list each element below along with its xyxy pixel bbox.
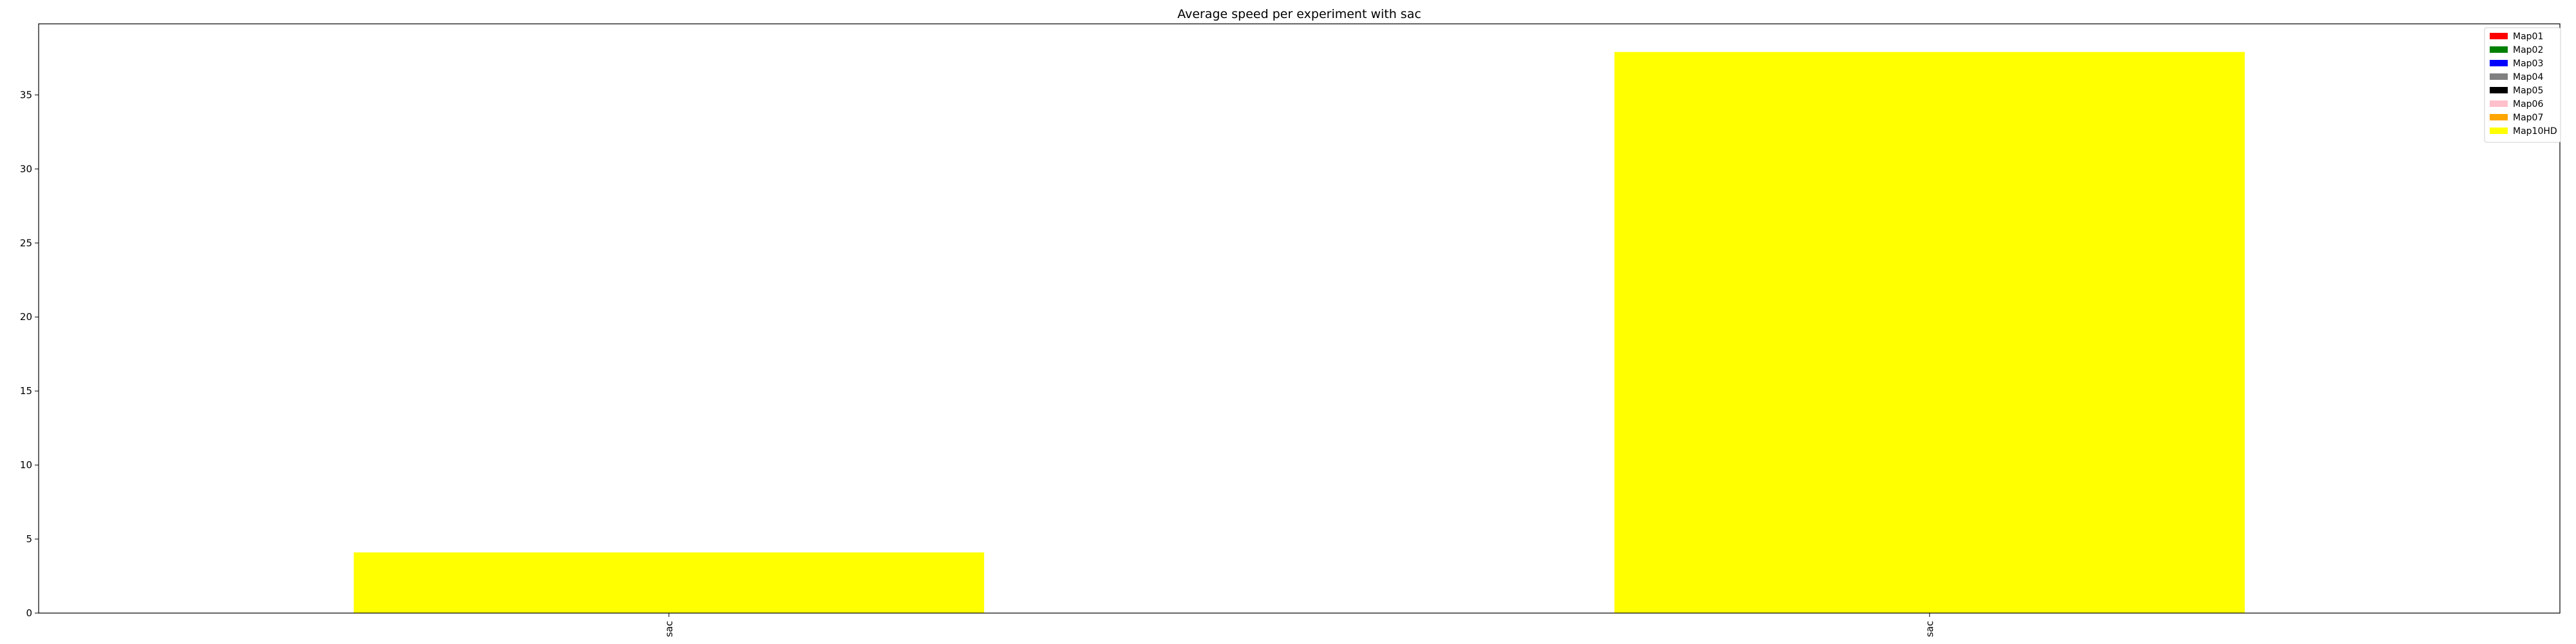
y-tick-label: 5	[26, 533, 32, 545]
bar	[354, 552, 985, 613]
legend-label: Map07	[2513, 113, 2543, 123]
legend-label: Map01	[2513, 32, 2543, 42]
legend-label: Map06	[2513, 99, 2543, 109]
y-tick-label: 30	[20, 163, 32, 175]
legend: Map01 Map02 Map03 Map04 Map05 Map06 Map07 Map10…	[2484, 27, 2561, 143]
legend-swatch	[2490, 73, 2508, 80]
x-axis: sac sac	[663, 613, 1935, 637]
y-tick-label: 10	[20, 459, 32, 471]
y-tick-label: 15	[20, 385, 32, 397]
x-tick-label: sac	[1924, 621, 1935, 637]
y-tick-label: 35	[20, 89, 32, 100]
chart-title: Average speed per experiment with sac	[1177, 7, 1421, 21]
legend-box	[2484, 27, 2561, 143]
x-tick-label: sac	[663, 621, 675, 637]
legend-label: Map02	[2513, 45, 2543, 55]
legend-swatch	[2490, 128, 2508, 134]
y-axis: 0 5 10 15 20 25 30 35	[20, 89, 39, 619]
legend-swatch	[2490, 60, 2508, 66]
y-tick-label: 25	[20, 237, 32, 249]
legend-swatch	[2490, 46, 2508, 53]
legend-swatch	[2490, 114, 2508, 120]
legend-label: Map04	[2513, 72, 2543, 82]
bars-group	[354, 52, 2245, 613]
legend-label: Map05	[2513, 86, 2543, 96]
legend-label: Map03	[2513, 59, 2543, 69]
legend-swatch	[2490, 33, 2508, 39]
bar	[1614, 52, 2245, 613]
legend-swatch	[2490, 87, 2508, 93]
y-tick-label: 20	[20, 311, 32, 323]
plot-frame	[38, 23, 2561, 614]
legend-swatch	[2490, 100, 2508, 107]
y-tick-label: 0	[26, 607, 32, 619]
legend-label: Map10HD	[2513, 126, 2557, 137]
